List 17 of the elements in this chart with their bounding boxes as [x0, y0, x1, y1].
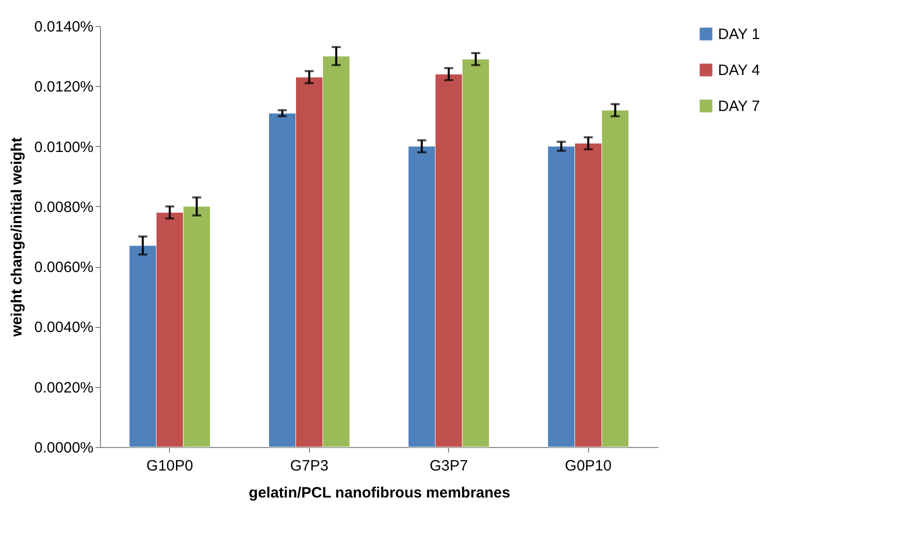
y-axis-title: weight change/initial weight — [8, 137, 26, 338]
y-tick-label: 0.0140% — [34, 18, 94, 36]
y-tick-label: 0.0020% — [34, 379, 94, 396]
y-tick-label: 0.0100% — [34, 138, 94, 156]
y-tick-label: 0.0120% — [34, 78, 94, 96]
y-tick-label: 0.0040% — [34, 319, 94, 336]
y-tick-label: 0.0080% — [34, 198, 94, 216]
x-axis-title: gelatin/PCL nanofibrous membranes — [248, 484, 510, 502]
x-tick-label: G3P7 — [430, 458, 468, 474]
legend-label: DAY 1 — [718, 26, 760, 43]
legend-label: DAY 4 — [718, 62, 760, 79]
legend-label: DAY 7 — [718, 98, 760, 115]
y-tick-label: 0.0060% — [34, 259, 94, 276]
x-tick-label: G7P3 — [290, 458, 328, 474]
x-tick-label: G0P10 — [564, 458, 612, 474]
y-tick-label: 0.0000% — [34, 440, 94, 456]
x-tick-label: G10P0 — [146, 458, 194, 474]
